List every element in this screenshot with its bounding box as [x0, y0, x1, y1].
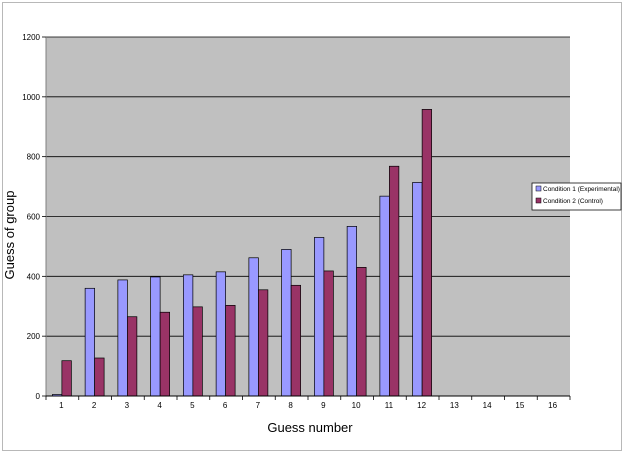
y-tick-label: 0	[36, 392, 41, 401]
bar-series1	[248, 257, 259, 397]
bar-series2	[192, 306, 203, 397]
y-tick-label: 1000	[22, 93, 40, 102]
x-tick-label: 1	[59, 401, 64, 410]
bar-series1	[183, 274, 194, 397]
x-tick-label: 6	[223, 401, 228, 410]
bar-series2	[323, 270, 334, 397]
bar-series2	[94, 357, 105, 397]
y-tick-label: 1200	[22, 33, 40, 42]
legend-box	[531, 182, 622, 211]
y-tick-label: 600	[27, 213, 41, 222]
x-tick-labels: 1 2 3 4 5 6 7 8 9 10 11 12 13 14 15 16	[45, 396, 571, 410]
x-tick-label: 9	[321, 401, 326, 410]
x-tick-label: 12	[417, 401, 426, 410]
bar-series1	[281, 249, 292, 397]
bar-series2	[159, 311, 170, 397]
gridlines	[46, 36, 570, 337]
legend: Condition 1 (Experimental) Condition 2 (…	[531, 182, 622, 211]
x-tick-label: 2	[92, 401, 97, 410]
y-tick-label: 200	[27, 332, 41, 341]
x-tick-label: 13	[450, 401, 459, 410]
bar-series1	[150, 276, 161, 397]
bar-series1	[346, 226, 357, 397]
x-tick-label: 3	[125, 401, 130, 410]
bar-series2	[258, 289, 269, 397]
bar-series1	[84, 287, 95, 397]
legend-label-series2: Condition 2 (Control)	[543, 198, 603, 205]
bar-series1	[314, 237, 325, 397]
y-tick-labels: 0 200 400 600 800 1000 1200	[22, 33, 46, 401]
y-tick-label: 400	[27, 272, 41, 281]
bar-series2	[421, 109, 432, 397]
y-tick-label: 800	[27, 153, 41, 162]
bar-series2	[356, 267, 367, 397]
bar-series2	[127, 316, 138, 397]
x-tick-label: 14	[483, 401, 492, 410]
x-tick-label: 7	[256, 401, 261, 410]
x-tick-label: 8	[288, 401, 293, 410]
y-axis-title: Guess of group	[2, 191, 17, 280]
bar-series1	[117, 279, 128, 397]
bar-series2	[389, 165, 400, 397]
bar-series1	[412, 182, 423, 397]
x-tick-label: 5	[190, 401, 195, 410]
x-tick-label: 16	[548, 401, 557, 410]
bar-series1	[379, 195, 390, 397]
x-tick-label: 11	[385, 401, 394, 410]
bar-series1	[215, 271, 226, 397]
bar-series2	[290, 284, 301, 397]
x-tick-label: 10	[352, 401, 361, 410]
legend-label-series1: Condition 1 (Experimental)	[543, 186, 620, 193]
bar-series2	[61, 360, 72, 397]
x-tick-label: 4	[157, 401, 162, 410]
x-axis-title: Guess number	[267, 420, 353, 435]
bars	[52, 109, 432, 397]
bar-series2	[225, 305, 236, 397]
x-tick-label: 15	[515, 401, 524, 410]
legend-swatch-series1	[535, 185, 542, 192]
legend-swatch-series2	[535, 197, 542, 204]
